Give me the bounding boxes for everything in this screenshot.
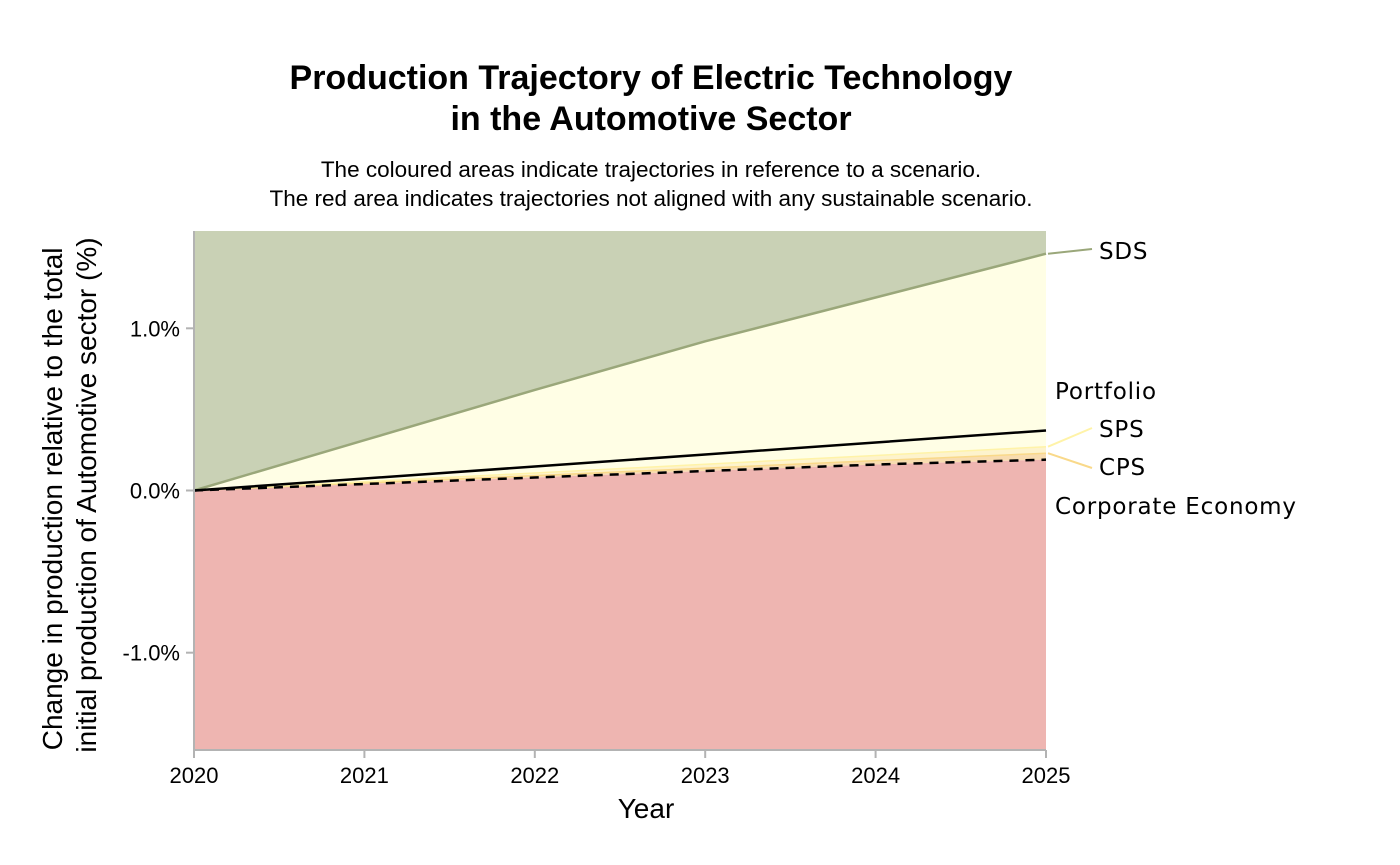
y-axis-title-line-1: Change in production relative to the tot… [37,248,68,751]
chart-subtitle: The coloured areas indicate trajectories… [0,155,1302,213]
y-tick-label: 0.0% [130,479,180,504]
y-tick-label: -1.0% [123,641,180,666]
sps-label: SPS [1099,417,1144,443]
area-below-corporate-economy [194,459,1046,750]
y-axis-title: Change in production relative to the tot… [37,237,102,752]
trajectory-lines [193,252,1047,492]
y-axis-title-line-2: initial production of Automotive sector … [71,237,102,752]
corporate-economy-label: Corporate Economy [1055,494,1297,520]
corporate-economy-line [193,458,1047,492]
x-tick-label: 2023 [681,763,730,788]
scenario-areas [194,231,1046,750]
x-tick-label: 2021 [340,763,389,788]
cps-label: CPS [1099,455,1146,481]
chart-title-line-1: Production Trajectory of Electric Techno… [289,59,1013,97]
x-tick-label: 2024 [851,763,900,788]
chart-title: Production Trajectory of Electric Techno… [0,58,1302,140]
cps-leader-line [1047,452,1093,469]
series-labels: SDS Portfolio SPS CPS Corporate Economy [1047,239,1297,520]
area-sds-to-sps [194,253,1046,491]
sps-leader-line [1047,427,1093,448]
portfolio-label: Portfolio [1055,379,1157,405]
cps-line [193,452,1047,492]
x-tick-label: 2022 [510,763,559,788]
sds-label: SDS [1099,239,1148,265]
x-axis-title: Year [618,793,675,824]
axes: 2020 2021 2022 2023 2024 2025 -1.0% 0.0% 1.0% [123,231,1071,788]
sds-line [193,252,1047,492]
x-tick-label: 2025 [1022,763,1071,788]
chart-subtitle-line-1: The coloured areas indicate trajectories… [320,157,982,182]
sps-line [193,445,1047,492]
chart-subtitle-line-2: The red area indicates trajectories not … [269,186,1033,211]
y-tick-label: 1.0% [130,316,180,341]
area-above-sds [194,231,1046,491]
chart-title-line-2: in the Automotive Sector [450,100,852,138]
sds-leader-line [1047,248,1093,255]
portfolio-line [193,429,1047,492]
x-tick-label: 2020 [170,763,219,788]
